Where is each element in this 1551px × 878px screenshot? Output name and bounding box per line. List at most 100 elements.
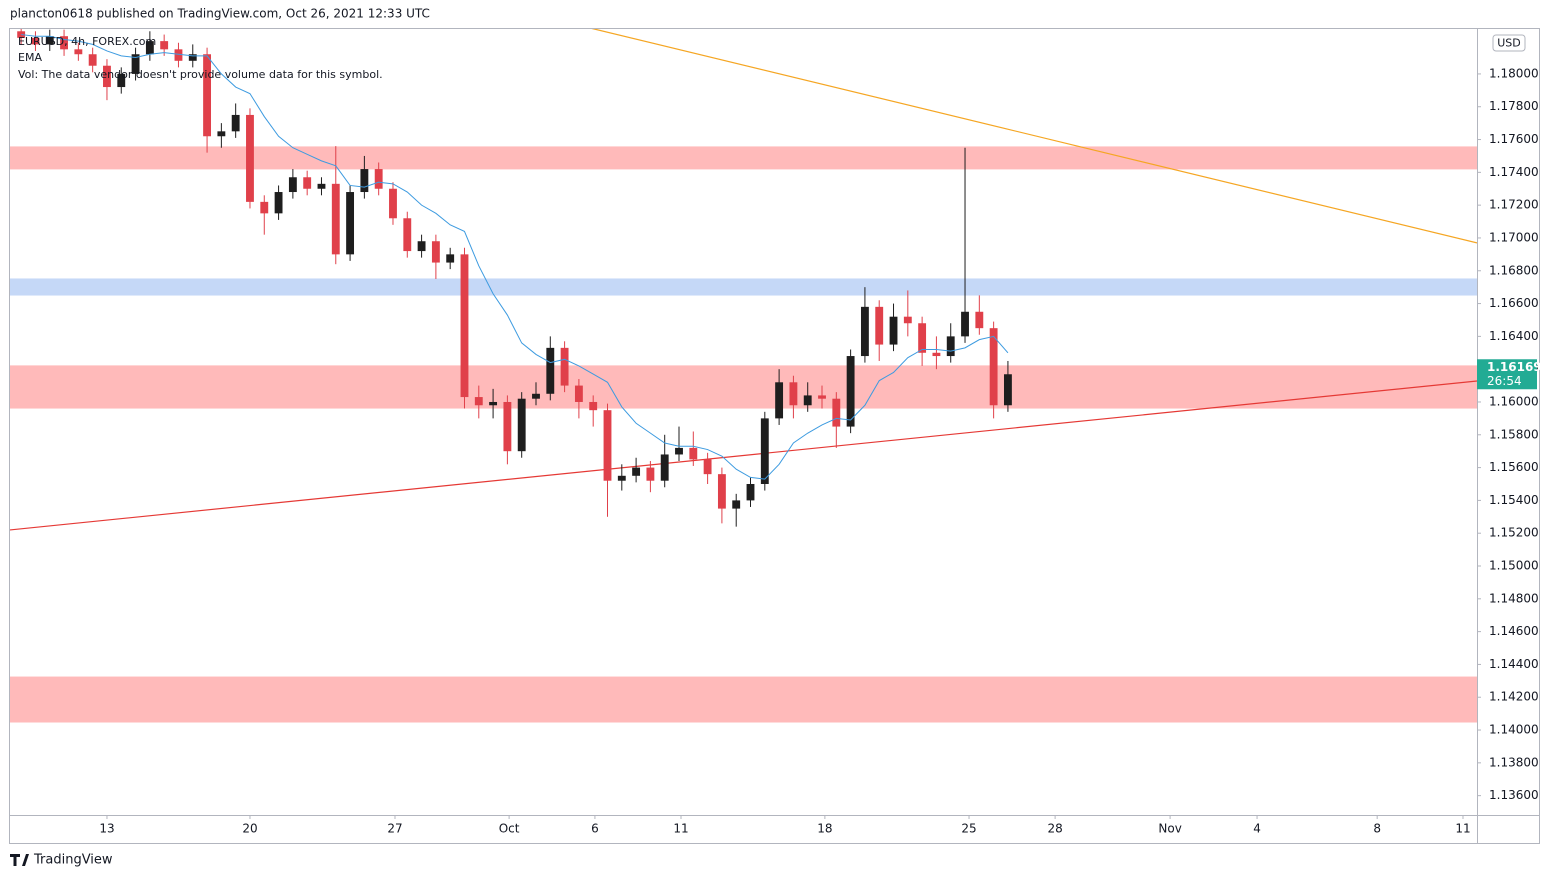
- candle-body: [818, 395, 826, 399]
- candle-body: [989, 328, 998, 406]
- candle-body: [403, 218, 412, 252]
- candle-body: [532, 393, 540, 399]
- candle-body: [689, 447, 698, 460]
- publisher: plancton0618 published on TradingView.co…: [10, 7, 430, 21]
- zone: [10, 676, 1477, 723]
- candle-body: [474, 397, 483, 406]
- y-tick-label: 1.14600: [1489, 624, 1539, 638]
- frame: [9, 28, 1540, 844]
- candle-body: [217, 131, 226, 137]
- currency[interactable]: USD: [1497, 37, 1521, 50]
- y-tick-label: 1.17200: [1489, 198, 1539, 212]
- y-tick-label: 1.17600: [1489, 132, 1539, 146]
- y-tick-label: 1.13800: [1489, 755, 1539, 769]
- candle-body: [103, 65, 111, 88]
- candle-body: [117, 73, 126, 88]
- candle-body: [431, 241, 440, 263]
- zone: [10, 365, 1477, 409]
- candle-body: [360, 169, 369, 193]
- candle-body: [188, 54, 197, 61]
- candle-body: [17, 31, 26, 38]
- candle-body: [903, 316, 912, 324]
- candle-body: [617, 475, 626, 481]
- candle-body: [303, 177, 312, 189]
- zone: [10, 278, 1477, 296]
- candle-body: [145, 41, 154, 55]
- candle-body: [246, 114, 254, 202]
- y-tick-label: 1.17000: [1489, 230, 1539, 244]
- y-tick-label: 1.15600: [1489, 460, 1539, 474]
- y-tick-label: 1.16400: [1489, 329, 1539, 343]
- x-tick-label: 11: [673, 822, 688, 836]
- currency-box[interactable]: [1492, 34, 1526, 52]
- candle-body: [1003, 374, 1012, 406]
- y-tick-label: 1.15000: [1489, 559, 1539, 573]
- indicator-legend: EMA: [18, 51, 42, 64]
- candle-body: [932, 352, 941, 357]
- candle-body: [417, 241, 426, 252]
- candle-body: [260, 201, 269, 214]
- candle-body: [961, 311, 969, 337]
- trend-line: [10, 380, 1477, 531]
- y-tick-label: 1.15400: [1489, 493, 1539, 507]
- candle-body: [460, 254, 469, 398]
- candle-body: [203, 54, 212, 137]
- symbol-legend: EURUSD, 4h, FOREX.com: [18, 35, 156, 48]
- candle-body: [875, 306, 884, 345]
- countdown: 26:54: [1487, 374, 1522, 388]
- candle-body: [288, 177, 297, 193]
- x-tick-label: Nov: [1158, 822, 1181, 836]
- volume-note: Vol: The data vendor doesn't provide vol…: [18, 68, 383, 81]
- candle-body: [346, 192, 355, 255]
- candle-body: [131, 54, 140, 74]
- candle-body: [703, 459, 712, 475]
- plot-area: [10, 28, 1477, 723]
- candle-body: [160, 41, 169, 50]
- y-tick-label: 1.14400: [1489, 657, 1539, 671]
- x-tick-label: 6: [591, 822, 599, 836]
- candle-body: [760, 418, 769, 484]
- x-tick-label: 4: [1253, 822, 1261, 836]
- candle-body: [832, 398, 841, 427]
- candle-body: [732, 500, 741, 509]
- candle-body: [74, 49, 83, 55]
- candle-body: [889, 316, 898, 345]
- last-price-box: [1477, 359, 1537, 390]
- x-tick-label: 27: [387, 822, 402, 836]
- candle-body: [517, 398, 526, 452]
- y-tick-label: 1.14200: [1489, 690, 1539, 704]
- candle-body: [632, 467, 641, 476]
- candle-body: [88, 54, 97, 66]
- y-tick-label: 1.14800: [1489, 591, 1539, 605]
- candle-body: [546, 347, 555, 394]
- y-tick-label: 1.13600: [1489, 788, 1539, 802]
- trend-line: [589, 28, 1477, 244]
- candle-body: [603, 410, 612, 481]
- candle-body: [489, 401, 498, 406]
- x-tick-label: 8: [1373, 822, 1381, 836]
- candle-body: [717, 474, 726, 509]
- candle-body: [775, 382, 784, 419]
- candle-body: [274, 192, 283, 214]
- candle-body: [574, 385, 583, 402]
- x-tick-label: Oct: [499, 822, 520, 836]
- x-tick-label: 11: [1455, 822, 1470, 836]
- brand-logo: [10, 854, 29, 866]
- candle-body: [560, 347, 569, 386]
- candle-body: [174, 49, 183, 61]
- y-tick-label: 1.17800: [1489, 99, 1539, 113]
- y-tick-label: 1.18000: [1489, 66, 1539, 80]
- candle-body: [789, 382, 798, 406]
- x-tick-label: 20: [242, 822, 257, 836]
- candle-body: [803, 395, 812, 406]
- candle-body: [860, 306, 869, 357]
- candle-body: [589, 401, 598, 411]
- candle-body: [646, 467, 655, 481]
- y-tick-label: 1.16600: [1489, 296, 1539, 310]
- candle-body: [231, 114, 240, 132]
- candle-body: [946, 336, 955, 357]
- y-tick-label: 1.16800: [1489, 263, 1539, 277]
- y-tick-label: 1.14000: [1489, 723, 1539, 737]
